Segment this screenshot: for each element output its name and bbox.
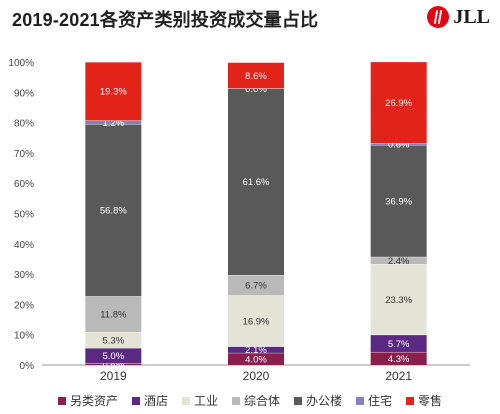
bar-segment — [228, 275, 284, 296]
data-label: 19.3% — [100, 87, 127, 98]
bar-segment — [85, 363, 142, 365]
y-tick-label: 100% — [8, 58, 34, 69]
bar-segment — [370, 145, 427, 257]
data-label: 5.0% — [103, 351, 125, 362]
y-tick-label: 90% — [14, 88, 34, 99]
x-tick-label: 2019 — [100, 369, 127, 383]
legend-swatch — [294, 396, 302, 405]
bar-segment — [370, 334, 427, 352]
bar-segment — [85, 62, 142, 121]
data-label: 2.4% — [388, 256, 410, 267]
bar-segment — [370, 256, 427, 265]
legend-label: 住宅 — [368, 394, 393, 408]
legend-swatch — [181, 396, 190, 405]
data-label: 0.6% — [103, 360, 125, 371]
y-tick-label: 50% — [14, 210, 34, 221]
data-label: 11.8% — [100, 310, 127, 321]
legend-swatch — [231, 396, 240, 405]
y-tick-label: 40% — [14, 240, 34, 251]
legend-label: 工业 — [193, 394, 218, 408]
data-label: 4.3% — [388, 354, 410, 365]
y-tick-label: 10% — [14, 331, 34, 342]
legend-item: 零售 — [406, 392, 442, 409]
bar-segment — [370, 143, 427, 146]
data-label: 5.7% — [388, 339, 410, 350]
bar-segment — [228, 352, 284, 365]
logo-text: JLL — [453, 5, 490, 28]
legend-swatch — [406, 396, 415, 405]
legend-item: 另类资产 — [57, 392, 118, 409]
bar-segment — [228, 346, 284, 353]
legend-item: 办公楼 — [294, 392, 342, 409]
legend-label: 另类资产 — [69, 394, 118, 408]
legend-swatch — [57, 396, 66, 405]
bar-segment — [228, 62, 284, 89]
bar-segment — [370, 264, 427, 335]
y-tick-label: 70% — [14, 149, 34, 160]
x-tick-label: 2020 — [243, 369, 270, 383]
legend-item: 酒店 — [131, 392, 168, 409]
legend-label: 零售 — [418, 394, 443, 408]
bar-segment — [228, 295, 284, 347]
data-label: 61.6% — [243, 177, 270, 188]
y-tick-label: 80% — [14, 119, 34, 130]
data-label: 2.1% — [245, 345, 267, 356]
bar-segment — [85, 296, 142, 332]
data-label: 5.3% — [103, 336, 125, 347]
bar-segment — [370, 351, 427, 365]
data-label: 56.8% — [100, 206, 127, 217]
data-label: 0.0% — [245, 84, 267, 95]
chart-legend: 另类资产 酒店 工业 综合体 办公楼 住宅 零售 — [0, 392, 500, 409]
x-tick-label: 2021 — [385, 369, 412, 383]
bar-segment — [85, 124, 142, 297]
chart-title: 2019-2021各资产类别投资成交量占比 — [12, 10, 319, 30]
legend-item: 综合体 — [231, 392, 280, 409]
data-label: 16.9% — [243, 316, 270, 327]
bar-segment — [370, 61, 427, 144]
legend-label: 办公楼 — [306, 394, 343, 408]
legend-label: 综合体 — [243, 394, 280, 408]
jll-logo: JLL — [427, 4, 490, 30]
data-label: 8.6% — [245, 71, 267, 82]
bar-segment — [85, 348, 142, 364]
data-label: 0.6% — [388, 140, 410, 151]
legend-item: 住宅 — [356, 392, 392, 409]
y-tick-label: 0% — [20, 361, 35, 372]
data-label: 4.0% — [245, 354, 267, 365]
jll-logo-icon — [427, 6, 450, 28]
data-label: 26.9% — [385, 98, 412, 109]
y-tick-label: 20% — [14, 300, 34, 311]
bar-segment — [85, 331, 142, 349]
data-label: 1.2% — [103, 118, 125, 129]
data-label: 6.7% — [245, 281, 267, 292]
bar-segment — [85, 120, 142, 125]
legend-item: 工业 — [181, 392, 218, 409]
y-tick-label: 60% — [14, 179, 34, 190]
legend-swatch — [356, 396, 365, 405]
data-label: 23.3% — [385, 295, 412, 306]
bar-segment — [228, 88, 284, 276]
y-tick-label: 30% — [14, 270, 34, 281]
data-label: 36.9% — [385, 196, 412, 207]
legend-swatch — [131, 396, 140, 405]
legend-label: 酒店 — [143, 394, 168, 408]
